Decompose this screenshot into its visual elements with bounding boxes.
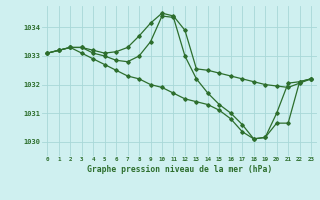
X-axis label: Graphe pression niveau de la mer (hPa): Graphe pression niveau de la mer (hPa) xyxy=(87,165,272,174)
